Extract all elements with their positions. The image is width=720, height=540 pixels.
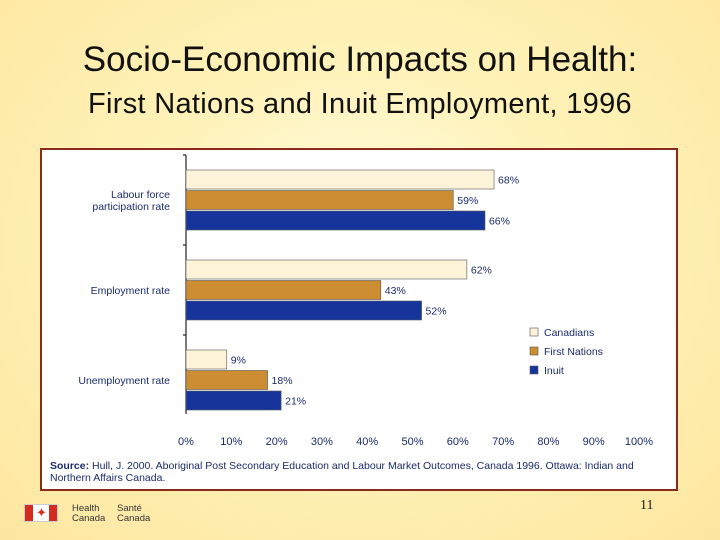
chart-panel: 68% 62% 9% 59% 43% 18% 66% 52% 21% Labour force pa… bbox=[40, 148, 678, 491]
data-label: 52% bbox=[426, 306, 447, 318]
slide-subtitle: First Nations and Inuit Employment, 1996 bbox=[88, 88, 632, 120]
canada-flag-icon: ✦ bbox=[24, 504, 58, 522]
data-label: 62% bbox=[471, 265, 492, 277]
slide-title: Socio-Economic Impacts on Health: bbox=[82, 40, 638, 79]
source-text: Hull, J. 2000. Aboriginal Post Secondary… bbox=[50, 460, 634, 484]
bar-inuit bbox=[185, 210, 486, 231]
x-tick-label: 40% bbox=[356, 436, 378, 448]
x-tick-label: 90% bbox=[583, 436, 605, 448]
source-note: Source: Hull, J. 2000. Aboriginal Post S… bbox=[50, 460, 675, 484]
x-tick-label: 70% bbox=[492, 436, 514, 448]
data-label: 21% bbox=[285, 396, 306, 408]
data-label: 9% bbox=[231, 355, 246, 367]
x-tick-label: 30% bbox=[311, 436, 333, 448]
data-label: 18% bbox=[272, 375, 293, 387]
bar-first-nations bbox=[185, 280, 382, 300]
x-tick-label: 50% bbox=[401, 436, 423, 448]
bar-inuit bbox=[185, 300, 422, 321]
data-label: 59% bbox=[457, 195, 478, 207]
category-label: Unemployment rate bbox=[78, 375, 170, 387]
legend-label: Canadians bbox=[544, 327, 594, 339]
bar-canadians bbox=[185, 259, 468, 280]
x-tick-label: 10% bbox=[220, 436, 242, 448]
bar-canadians bbox=[185, 169, 495, 190]
x-tick-label: 80% bbox=[537, 436, 559, 448]
legend-label: Inuit bbox=[544, 365, 564, 377]
category-label: Labour force bbox=[111, 189, 170, 201]
bar-first-nations bbox=[185, 190, 454, 210]
logo-french: Santé Canada bbox=[117, 503, 151, 524]
bar-chart: 68% 62% 9% 59% 43% 18% 66% 52% 21% Labour forcepa… bbox=[78, 154, 653, 448]
bar-first-nations bbox=[185, 370, 268, 390]
page-number: 11 bbox=[640, 498, 654, 513]
bar-canadians bbox=[185, 349, 228, 370]
data-label: 66% bbox=[489, 216, 510, 228]
x-tick-label: 100% bbox=[625, 436, 653, 448]
legend-swatch bbox=[529, 346, 539, 356]
x-tick-label: 0% bbox=[178, 436, 194, 448]
logo-english: Health Canada bbox=[72, 503, 106, 524]
source-label: Source: bbox=[50, 460, 90, 472]
category-label: Employment rate bbox=[91, 285, 171, 297]
data-label: 43% bbox=[385, 285, 406, 297]
category-label: participation rate bbox=[92, 201, 170, 213]
bar-inuit bbox=[185, 390, 282, 411]
x-tick-label: 20% bbox=[266, 436, 288, 448]
legend-label: First Nations bbox=[544, 346, 603, 358]
health-canada-logo: ✦ Health Canada Santé Canada bbox=[24, 500, 164, 528]
legend-swatch bbox=[529, 365, 539, 375]
legend-swatch bbox=[529, 327, 539, 337]
x-tick-label: 60% bbox=[447, 436, 469, 448]
data-label: 68% bbox=[498, 175, 519, 187]
